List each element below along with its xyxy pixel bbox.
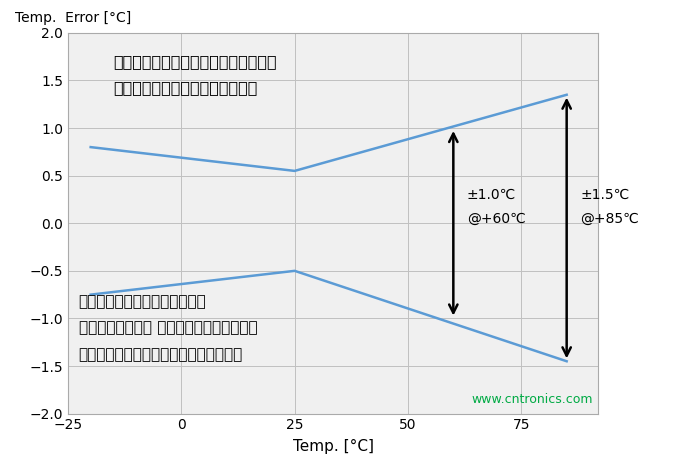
Text: 電子機器内部の温度を監視するには、: 電子機器内部の温度を監視するには、 (113, 54, 277, 69)
Text: 抵抗器とを用いた シンプルな回路であり、: 抵抗器とを用いた シンプルな回路であり、 (79, 321, 257, 335)
Text: ±1.5℃: ±1.5℃ (580, 188, 630, 202)
Text: そのコストパフォーマンスは極めて高い: そのコストパフォーマンスは極めて高い (79, 347, 243, 362)
X-axis label: Temp. [°C]: Temp. [°C] (292, 439, 374, 454)
Text: @+60℃: @+60℃ (467, 212, 526, 226)
Text: www.cntronics.com: www.cntronics.com (472, 393, 593, 406)
Text: 充分な温度測定精度が期待できる: 充分な温度測定精度が期待できる (113, 80, 258, 95)
Text: Temp.  Error [°C]: Temp. Error [°C] (15, 11, 131, 25)
Text: 一般的な許容差のサーミスタと: 一般的な許容差のサーミスタと (79, 294, 206, 309)
Text: ±1.0℃: ±1.0℃ (467, 188, 516, 202)
Text: @+85℃: @+85℃ (580, 212, 639, 226)
